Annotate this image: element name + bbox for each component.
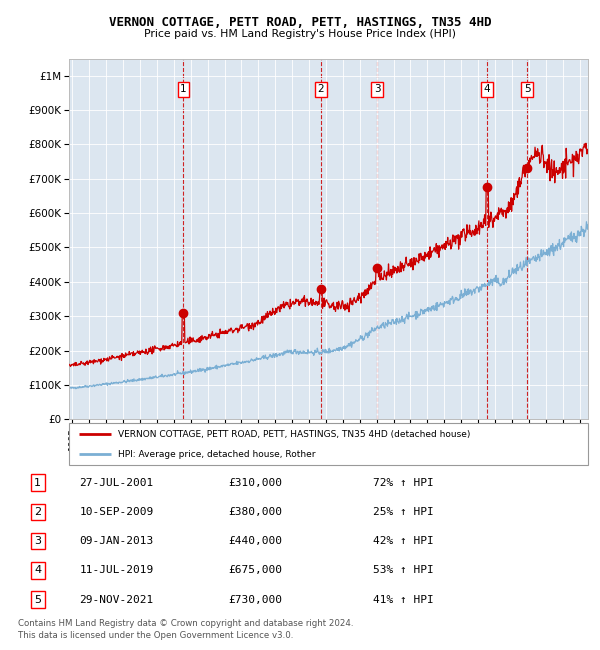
Text: 1: 1 — [34, 478, 41, 488]
Text: £730,000: £730,000 — [228, 595, 282, 604]
Text: 4: 4 — [34, 566, 41, 575]
Text: 3: 3 — [374, 84, 380, 94]
Text: 2: 2 — [34, 507, 41, 517]
Text: £675,000: £675,000 — [228, 566, 282, 575]
Text: £440,000: £440,000 — [228, 536, 282, 546]
Text: 41% ↑ HPI: 41% ↑ HPI — [373, 595, 434, 604]
Text: 5: 5 — [34, 595, 41, 604]
Text: 72% ↑ HPI: 72% ↑ HPI — [373, 478, 434, 488]
Text: VERNON COTTAGE, PETT ROAD, PETT, HASTINGS, TN35 4HD (detached house): VERNON COTTAGE, PETT ROAD, PETT, HASTING… — [118, 430, 470, 439]
Text: 1: 1 — [180, 84, 187, 94]
FancyBboxPatch shape — [69, 422, 588, 465]
Text: 53% ↑ HPI: 53% ↑ HPI — [373, 566, 434, 575]
Text: 42% ↑ HPI: 42% ↑ HPI — [373, 536, 434, 546]
Text: 11-JUL-2019: 11-JUL-2019 — [80, 566, 154, 575]
Text: 4: 4 — [484, 84, 490, 94]
Text: This data is licensed under the Open Government Licence v3.0.: This data is licensed under the Open Gov… — [18, 630, 293, 640]
Text: 5: 5 — [524, 84, 530, 94]
Text: 2: 2 — [317, 84, 324, 94]
Text: 29-NOV-2021: 29-NOV-2021 — [80, 595, 154, 604]
Text: 09-JAN-2013: 09-JAN-2013 — [80, 536, 154, 546]
Text: £310,000: £310,000 — [228, 478, 282, 488]
Text: 27-JUL-2001: 27-JUL-2001 — [80, 478, 154, 488]
Text: 10-SEP-2009: 10-SEP-2009 — [80, 507, 154, 517]
Text: 25% ↑ HPI: 25% ↑ HPI — [373, 507, 434, 517]
Text: HPI: Average price, detached house, Rother: HPI: Average price, detached house, Roth… — [118, 450, 316, 459]
Text: £380,000: £380,000 — [228, 507, 282, 517]
Text: Contains HM Land Registry data © Crown copyright and database right 2024.: Contains HM Land Registry data © Crown c… — [18, 619, 353, 628]
Text: 3: 3 — [34, 536, 41, 546]
Text: VERNON COTTAGE, PETT ROAD, PETT, HASTINGS, TN35 4HD: VERNON COTTAGE, PETT ROAD, PETT, HASTING… — [109, 16, 491, 29]
Text: Price paid vs. HM Land Registry's House Price Index (HPI): Price paid vs. HM Land Registry's House … — [144, 29, 456, 39]
